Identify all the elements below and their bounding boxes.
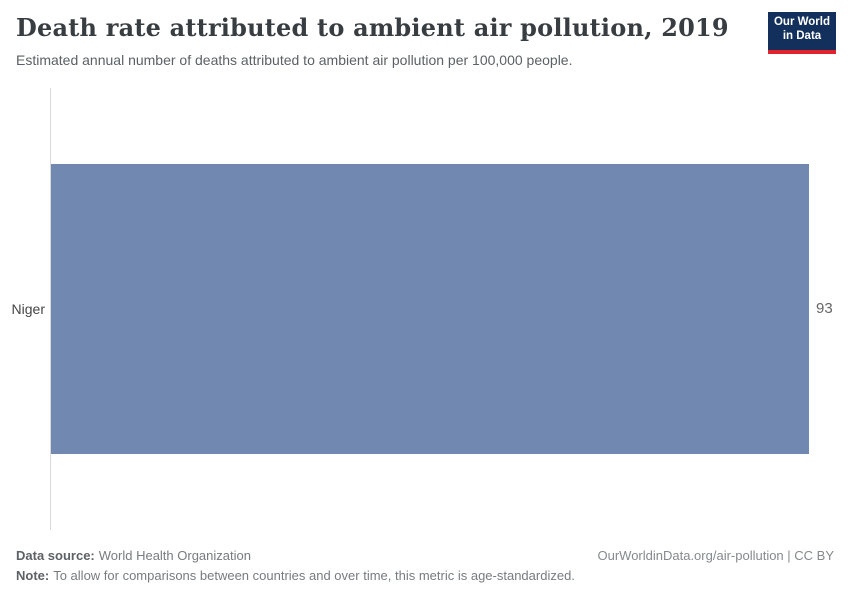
owid-logo-line2: in Data xyxy=(782,29,822,42)
note-label: Note: xyxy=(16,568,50,583)
owid-logo[interactable]: Our World in Data xyxy=(768,12,836,54)
note-line: Note: To allow for comparisons between co… xyxy=(16,568,834,584)
chart-title: Death rate attributed to ambient air pol… xyxy=(16,13,729,42)
note-value: To allow for comparisons between countri… xyxy=(53,568,575,583)
entity-label-niger: Niger xyxy=(11,301,45,317)
bar-niger[interactable] xyxy=(51,164,809,454)
value-label-niger: 93 xyxy=(816,300,833,317)
chart-subtitle: Estimated annual number of deaths attrib… xyxy=(16,52,573,68)
y-axis-line xyxy=(50,88,51,530)
data-source-line: Data source: World Health Organization xyxy=(16,548,251,564)
chart-footer: Data source: World Health Organization Ou… xyxy=(16,548,834,584)
data-source-label: Data source: xyxy=(16,548,95,563)
owid-logo-line1: Our World xyxy=(773,16,830,28)
license-link[interactable]: OurWorldinData.org/air-pollution | CC BY xyxy=(597,548,834,563)
data-source-value: World Health Organization xyxy=(98,548,251,563)
